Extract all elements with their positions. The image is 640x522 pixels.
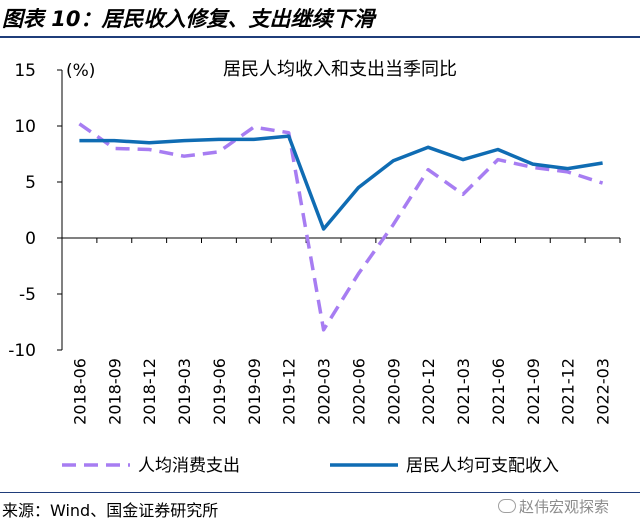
x-tick-label: 2021-09	[524, 358, 543, 425]
x-tick-label: 2018-09	[105, 358, 124, 425]
x-tick-label: 2022-03	[594, 358, 613, 425]
wechat-icon	[498, 499, 516, 513]
title-divider	[0, 36, 640, 38]
y-tick-label: 5	[25, 173, 36, 193]
legend: 人均消费支出 居民人均可支配收入	[62, 456, 559, 476]
x-tick-label: 2021-12	[559, 358, 578, 425]
series-line-consumption	[78, 122, 604, 332]
x-tick-label: 2019-06	[210, 358, 229, 425]
y-tick-label: 0	[25, 229, 36, 249]
y-tick-label: 10	[14, 117, 36, 137]
x-tick-label: 2020-03	[315, 358, 334, 425]
x-tick-label: 2020-12	[419, 358, 438, 425]
x-tick-label: 2018-12	[140, 358, 159, 425]
figure-title: 图表 10：居民收入修复、支出继续下滑	[2, 7, 375, 31]
y-tick-label: 15	[14, 61, 36, 81]
y-tick-label: -10	[8, 341, 36, 361]
x-tick-label: 2019-09	[245, 358, 264, 425]
series-line-income	[79, 134, 603, 231]
line-chart: 居民人均收入和支出当季同比 (%) -10 -5 0 5 10 15 2018-06 2018…	[8, 59, 621, 476]
x-tick-label: 2020-09	[384, 358, 403, 425]
x-tick-label: 2021-06	[489, 358, 508, 425]
x-tick-label: 2019-03	[175, 358, 194, 425]
legend-label: 人均消费支出	[138, 456, 240, 476]
x-tick-label: 2018-06	[70, 358, 89, 425]
legend-label: 居民人均可支配收入	[406, 456, 559, 476]
footer-divider	[0, 492, 640, 493]
x-tick-label: 2021-03	[454, 358, 473, 425]
y-tick-label: -5	[19, 285, 36, 305]
y-axis-unit-label: (%)	[66, 61, 95, 81]
source-note: 来源：Wind、国金证券研究所	[2, 501, 219, 520]
chart-title: 居民人均收入和支出当季同比	[223, 59, 457, 80]
x-tick-label: 2020-06	[349, 358, 368, 425]
x-tick-label: 2019-12	[280, 358, 299, 425]
watermark-text: 赵伟宏观探索	[519, 498, 610, 516]
axes: -10 -5 0 5 10 15 2018-06 2018-09 2018-12 2019-03 2…	[8, 61, 621, 425]
series-layer	[78, 122, 604, 332]
watermark: 赵伟宏观探索	[498, 496, 609, 517]
